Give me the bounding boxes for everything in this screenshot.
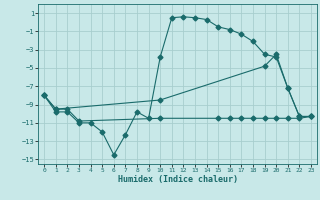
X-axis label: Humidex (Indice chaleur): Humidex (Indice chaleur): [118, 175, 238, 184]
